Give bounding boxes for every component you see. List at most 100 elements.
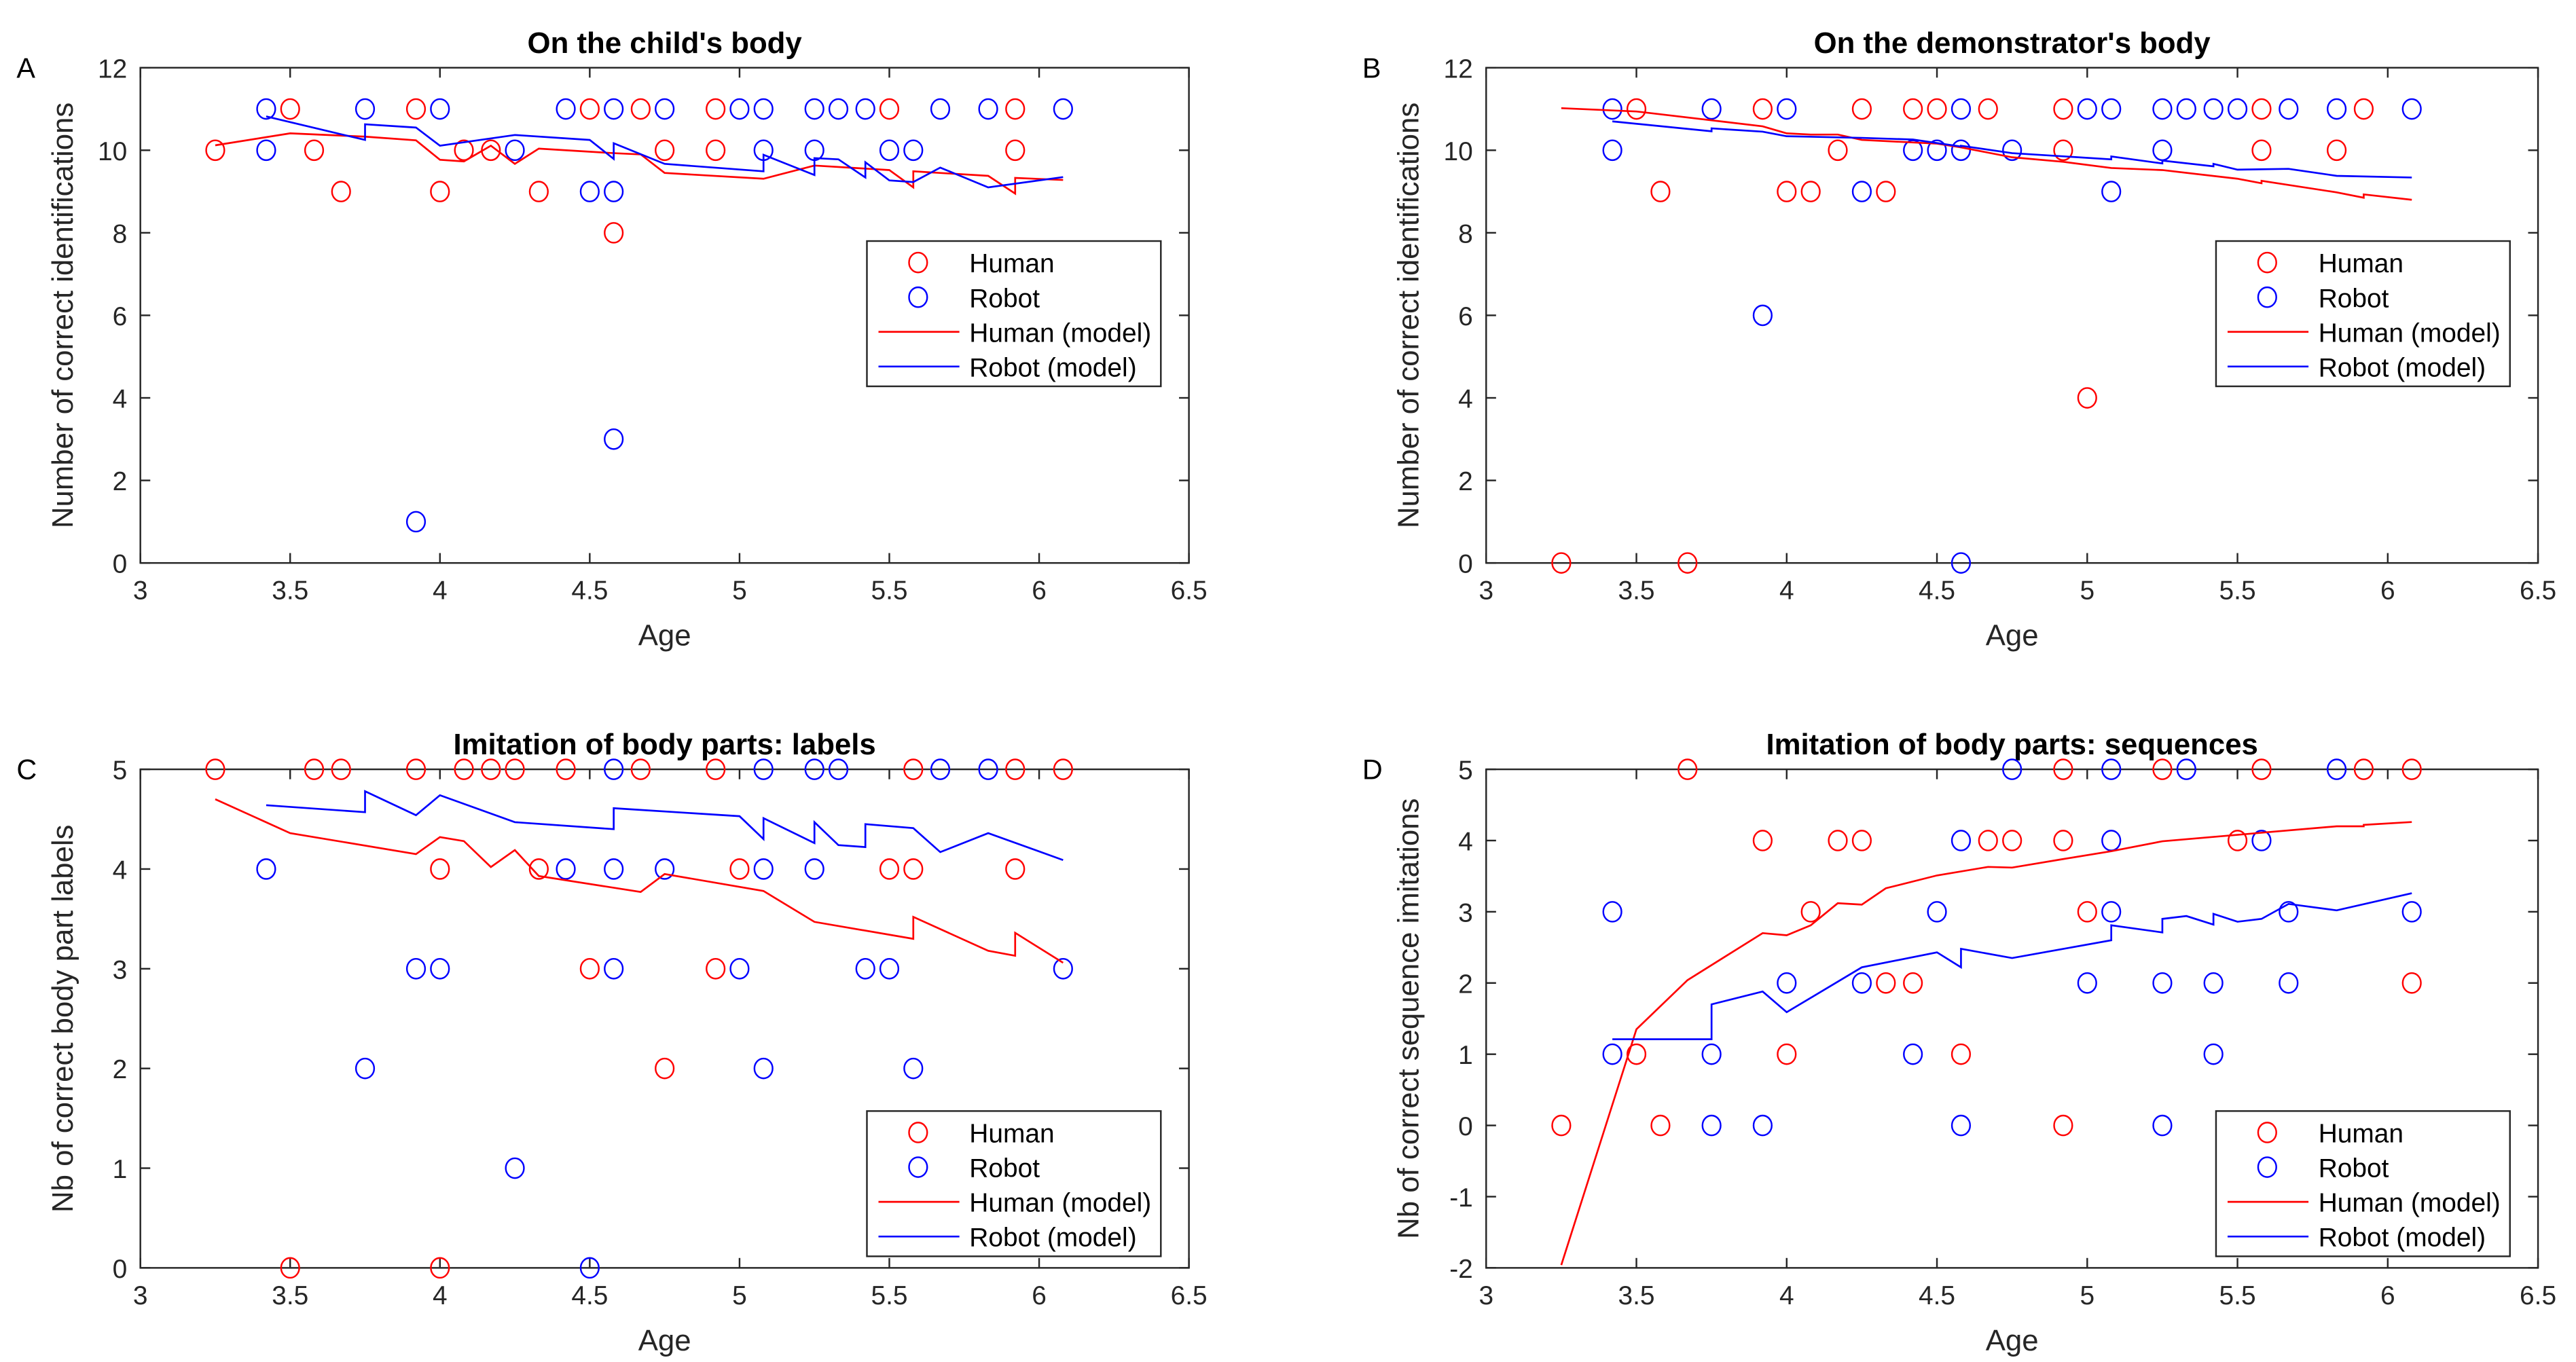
- y-tick-label: -1: [1449, 1183, 1473, 1213]
- data-point-human: [1851, 830, 1872, 851]
- legend-swatch-robot: [2257, 1156, 2277, 1178]
- x-tick-label: 6: [2380, 576, 2395, 606]
- data-point-robot: [1951, 552, 1972, 574]
- y-tick-label: 5: [1458, 756, 1473, 786]
- data-point-robot: [879, 957, 900, 980]
- data-point-human: [1800, 181, 1821, 202]
- x-tick-label: 5: [2080, 576, 2094, 606]
- data-point-human: [505, 758, 525, 780]
- data-point-human: [2353, 98, 2374, 120]
- data-point-human: [879, 858, 900, 880]
- data-point-robot: [2279, 98, 2299, 120]
- y-tick-label: 12: [1444, 54, 1473, 84]
- data-point-robot: [753, 758, 774, 780]
- data-point-human: [1752, 98, 1773, 120]
- data-point-human: [1777, 1043, 1797, 1065]
- data-point-human: [304, 139, 325, 162]
- x-tick-label: 3: [1479, 576, 1493, 606]
- data-point-robot: [1851, 972, 1872, 994]
- y-tick-label: 1: [113, 1155, 128, 1184]
- legend-label-human: Human: [2319, 249, 2403, 278]
- legend-swatch-robot: [908, 1156, 928, 1178]
- data-point-human: [2152, 758, 2173, 780]
- legend: Human Robot Human (model) Robot (model): [2215, 1110, 2511, 1257]
- data-point-human: [2077, 901, 2097, 923]
- data-point-human: [1650, 1114, 1671, 1137]
- data-point-robot: [903, 139, 924, 162]
- legend-label-human-model: Human (model): [969, 1189, 1151, 1218]
- data-point-human: [2327, 139, 2347, 162]
- data-point-human: [304, 758, 325, 780]
- data-point-human: [1851, 98, 1872, 120]
- y-tick-label: 2: [1458, 467, 1473, 496]
- legend-box: [866, 240, 1162, 388]
- y-tick-label: 0: [1458, 550, 1473, 579]
- data-point-robot: [879, 139, 900, 162]
- data-point-robot: [729, 957, 750, 980]
- data-point-human: [630, 758, 651, 780]
- data-point-robot: [753, 1057, 774, 1080]
- x-tick-label: 4.5: [571, 1281, 608, 1310]
- data-point-human: [481, 758, 501, 780]
- data-point-human: [1650, 181, 1671, 202]
- data-point-robot: [804, 98, 824, 120]
- y-tick-label: 0: [113, 1255, 128, 1284]
- data-point-human: [1876, 181, 1896, 202]
- data-point-robot: [604, 858, 624, 880]
- data-point-human: [2053, 758, 2073, 780]
- legend-swatch-human: [908, 251, 928, 274]
- data-point-robot: [355, 1057, 376, 1080]
- panel-label: C: [16, 754, 37, 786]
- data-point-robot: [256, 139, 276, 162]
- data-point-robot: [556, 858, 576, 880]
- legend-label-human-model: Human (model): [2319, 318, 2501, 348]
- data-point-robot: [729, 98, 750, 120]
- y-tick-label: 5: [113, 756, 128, 786]
- chart-title: Imitation of body parts: labels: [453, 728, 875, 761]
- data-point-robot: [1927, 139, 1947, 162]
- data-point-human: [1005, 139, 1026, 162]
- legend-swatch-human: [2257, 1122, 2277, 1143]
- legend-swatch-human: [2257, 251, 2277, 274]
- y-tick-label: 4: [113, 385, 128, 414]
- data-point-robot: [753, 858, 774, 880]
- data-point-robot: [2152, 972, 2173, 994]
- data-point-robot: [1053, 98, 1073, 120]
- data-point-human: [528, 181, 549, 202]
- data-point-robot: [556, 98, 576, 120]
- legend-label-robot-model: Robot (model): [969, 353, 1136, 382]
- data-point-robot: [1602, 139, 1622, 162]
- data-point-robot: [1951, 830, 1972, 851]
- panel-b: 3 3.5 4 4.5 5 5.5 6 6.5 0 2 4 6 8 10 12 On the demonstr…: [1362, 26, 2556, 652]
- panel-a: 3 3.5 4 4.5 5 5.5 6 6.5 0 2 4 6 8 10 12 On the child's …: [16, 26, 1207, 652]
- x-tick-label: 6: [2380, 1281, 2395, 1310]
- legend-label-robot: Robot: [2319, 1154, 2389, 1183]
- data-point-robot: [2101, 901, 2122, 923]
- legend-label-human: Human: [969, 1120, 1054, 1149]
- data-point-robot: [2203, 1043, 2224, 1065]
- y-tick-label: 6: [1458, 302, 1473, 331]
- data-point-human: [655, 1057, 675, 1080]
- y-tick-label: 0: [1458, 1112, 1473, 1141]
- x-tick-label: 4.5: [1919, 576, 1955, 606]
- x-tick-label: 5: [2080, 1281, 2094, 1310]
- data-point-robot: [930, 98, 951, 120]
- x-tick-label: 3.5: [272, 1281, 308, 1310]
- data-point-human: [1005, 758, 1026, 780]
- y-tick-label: 2: [113, 467, 128, 496]
- data-point-robot: [828, 98, 849, 120]
- data-point-human: [1551, 552, 1572, 574]
- y-axis-label: Nb of correct body part labels: [46, 824, 79, 1212]
- data-point-robot: [2002, 758, 2022, 780]
- data-point-robot: [2077, 972, 2097, 994]
- data-point-robot: [430, 98, 450, 120]
- data-point-robot: [903, 1057, 924, 1080]
- data-point-human: [1626, 98, 1647, 120]
- x-tick-label: 3: [133, 1281, 148, 1310]
- legend-label-human-model: Human (model): [969, 318, 1151, 348]
- data-point-human: [1978, 830, 1998, 851]
- data-point-robot: [1701, 1114, 1722, 1137]
- y-tick-label: 8: [113, 219, 128, 249]
- y-axis-label: Nb of correct sequence imitations: [1392, 798, 1426, 1239]
